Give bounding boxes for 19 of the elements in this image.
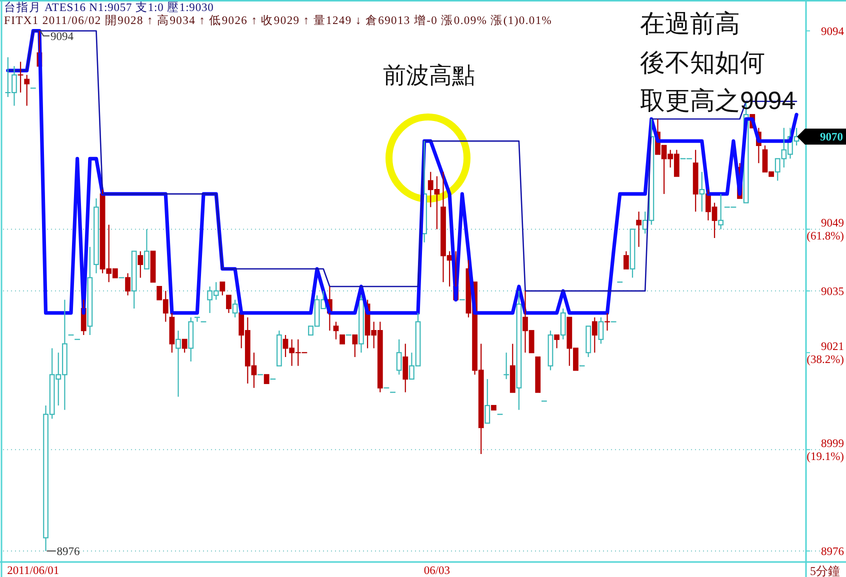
x-tick-label: 06/03 [424,565,450,577]
x-tick-label: 2011/06/01 [7,565,60,577]
y-tick-label: 9035 [821,286,844,298]
text: FITX1 2011/06/02 開9028 ↑ 高9034 ↑ 低9026 ↑ 收9029 ↑ 量1249 ↓ 倉69013 增-0 漲0.09% 漲(1)0.01% [4,13,552,27]
y-tick-label: 9049 (61.8%) [806,218,844,243]
x-axis-title: 5分鐘 [810,564,840,577]
annotation: 後不知如何 [640,49,765,77]
y-tick-label: 8999 (19.1%) [806,438,844,464]
chart-title: 台指月 ATES16 N1:9057 支1:0 壓1:9030 [4,1,214,14]
y-tick-label: 9094 [821,26,844,38]
y-tick-label: 9021 (38.2%) [806,341,844,366]
annotation: 在過前高 [640,10,740,38]
y-tick-label: 8976 [821,546,844,558]
extreme-note: 9094 [40,30,74,43]
price-tag: 9070 [797,128,846,145]
annotation: 9094 [50,30,74,43]
extreme-note: 8976 [46,546,80,558]
annotation: 前波高點 [383,62,475,88]
annotation: 8976 [56,546,80,558]
